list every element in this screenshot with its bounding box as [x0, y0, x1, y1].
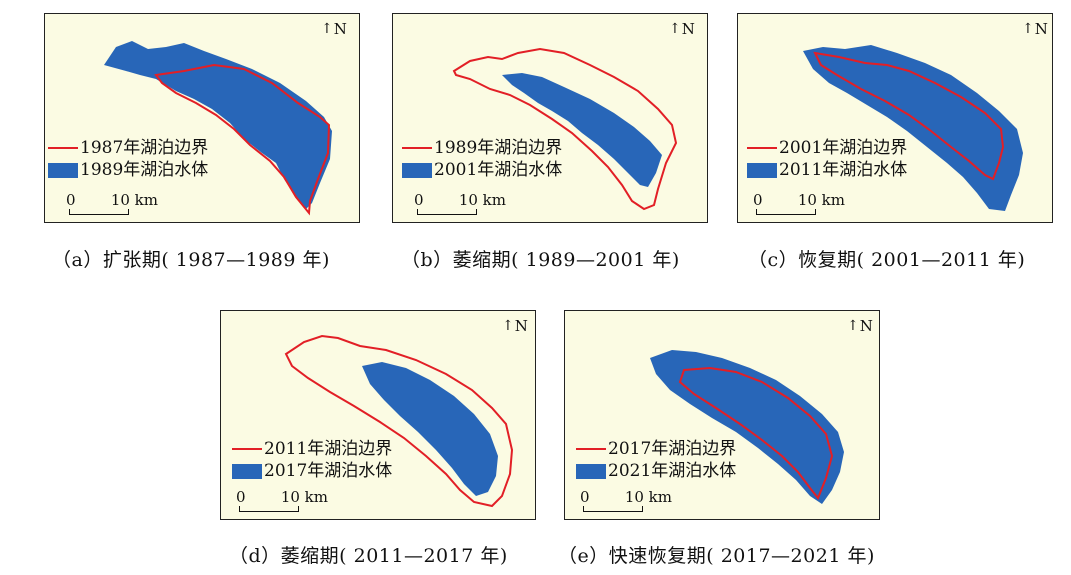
scale-bar-graphic: [583, 506, 643, 512]
boundary-line-icon: [747, 147, 777, 149]
caption-e: （e）快速恢复期( 2017—2021 年): [558, 545, 875, 567]
legend-boundary-label: 2001年湖泊边界: [779, 137, 908, 158]
map-panel-c: ↑N 2001年湖泊边界 2011年湖泊水体 0 10 km: [737, 13, 1053, 223]
north-arrow-icon: ↑: [321, 21, 333, 37]
boundary-line-icon: [402, 147, 432, 149]
caption-c: （c）恢复期( 2001—2011 年): [748, 249, 1026, 271]
water-swatch-icon: [576, 463, 606, 479]
lake-boundary-line: [678, 366, 834, 500]
boundary-line-icon: [48, 147, 78, 149]
lake-water-body: [502, 73, 662, 187]
map-legend: 2001年湖泊边界 2011年湖泊水体: [747, 137, 907, 181]
lake-boundary-line: [452, 47, 678, 211]
map-legend: 1987年湖泊边界 1989年湖泊水体: [48, 137, 208, 181]
lake-water-body: [650, 350, 844, 504]
scale-bar: 0 10 km: [580, 488, 672, 512]
scale-bar: 0 10 km: [753, 191, 845, 215]
boundary-line-icon: [232, 448, 262, 450]
lake-map-c: [803, 45, 1023, 211]
legend-boundary-label: 1987年湖泊边界: [80, 137, 209, 158]
lake-map-d: [284, 334, 514, 508]
scale-bar: 0 10 km: [66, 191, 158, 215]
scale-bar: 0 10 km: [414, 191, 506, 215]
scale-bar-graphic: [756, 209, 816, 215]
scale-bar-graphic: [417, 209, 477, 215]
caption-d: （d）萎缩期( 2011—2017 年): [229, 545, 508, 567]
lake-map-a: [104, 41, 332, 216]
caption-b: （b）萎缩期( 1989—2001 年): [401, 249, 680, 271]
scale-bar-graphic: [69, 209, 129, 215]
north-indicator: ↑N: [1022, 20, 1048, 38]
map-legend: 2017年湖泊边界 2021年湖泊水体: [576, 438, 736, 482]
north-arrow-icon: ↑: [669, 21, 681, 37]
north-arrow-icon: ↑: [847, 318, 859, 334]
lake-boundary-line: [154, 63, 331, 216]
legend-water-label: 2017年湖泊水体: [264, 460, 393, 481]
lake-map-b: [452, 47, 678, 211]
map-panel-a: ↑N 1987年湖泊边界 1989年湖泊水体 0 10 km: [44, 13, 360, 223]
north-indicator: ↑N: [847, 317, 873, 335]
caption-a: （a）扩张期( 1987—1989 年): [52, 249, 330, 271]
north-arrow-icon: ↑: [502, 318, 514, 334]
lake-boundary-line: [284, 334, 514, 508]
map-panel-b: ↑N 1989年湖泊边界 2001年湖泊水体 0 10 km: [392, 13, 708, 223]
legend-water-label: 2021年湖泊水体: [608, 460, 737, 481]
scale-bar: 0 10 km: [236, 488, 328, 512]
boundary-line-icon: [576, 448, 606, 450]
water-swatch-icon: [747, 162, 777, 178]
water-swatch-icon: [232, 463, 262, 479]
legend-boundary-label: 2017年湖泊边界: [608, 438, 737, 459]
map-legend: 2011年湖泊边界 2017年湖泊水体: [232, 438, 392, 482]
legend-boundary-label: 1989年湖泊边界: [434, 137, 563, 158]
map-legend: 1989年湖泊边界 2001年湖泊水体: [402, 137, 562, 181]
north-indicator: ↑N: [669, 20, 695, 38]
north-indicator: ↑N: [502, 317, 528, 335]
legend-water-label: 2001年湖泊水体: [434, 159, 563, 180]
lake-boundary-line: [813, 51, 1005, 181]
lake-water-body: [104, 41, 332, 209]
map-panel-d: ↑N 2011年湖泊边界 2017年湖泊水体 0 10 km: [220, 310, 536, 520]
legend-water-label: 1989年湖泊水体: [80, 159, 209, 180]
map-panel-e: ↑N 2017年湖泊边界 2021年湖泊水体 0 10 km: [564, 310, 880, 520]
north-indicator: ↑N: [321, 20, 347, 38]
lake-water-body: [803, 45, 1023, 211]
legend-boundary-label: 2011年湖泊边界: [264, 438, 393, 459]
north-arrow-icon: ↑: [1022, 21, 1034, 37]
lake-water-body: [362, 362, 498, 496]
lake-map-e: [650, 350, 844, 504]
scale-bar-graphic: [239, 506, 299, 512]
water-swatch-icon: [402, 162, 432, 178]
legend-water-label: 2011年湖泊水体: [779, 159, 908, 180]
water-swatch-icon: [48, 162, 78, 178]
